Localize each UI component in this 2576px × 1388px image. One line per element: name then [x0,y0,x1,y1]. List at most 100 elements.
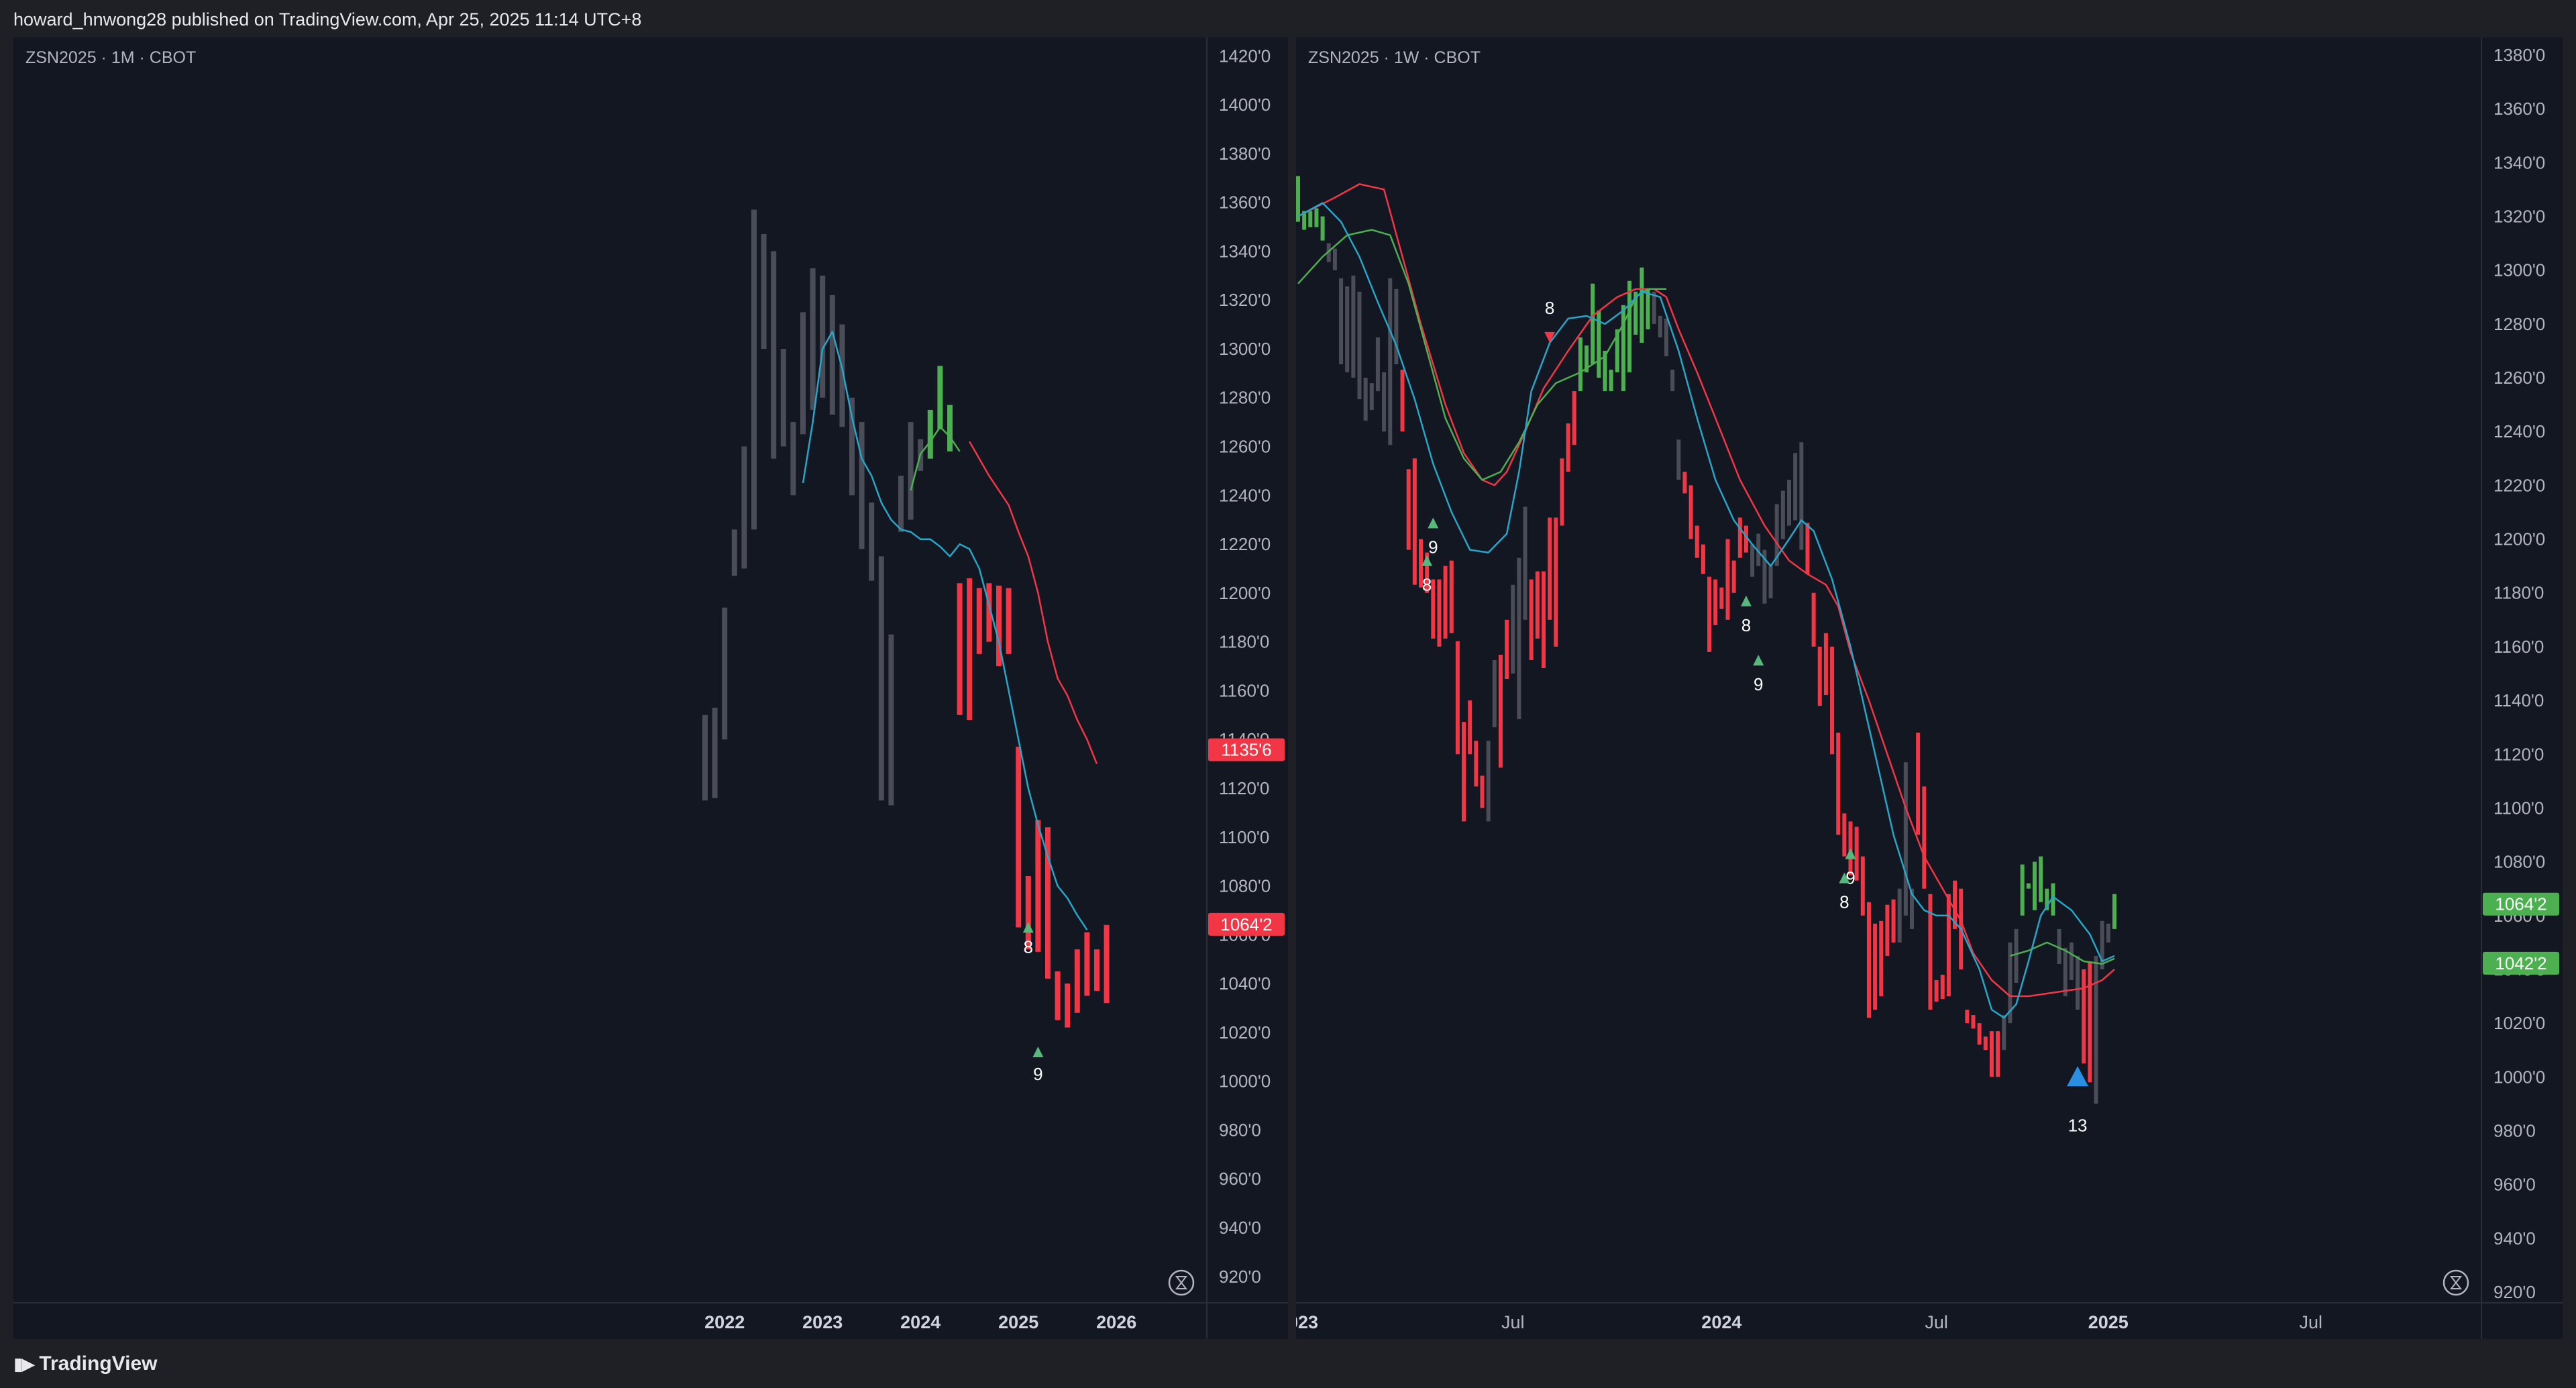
price-tick-label: 920'0 [2493,1282,2536,1302]
ohlc-bar [1725,539,1730,620]
price-tick-label: 1220'0 [1219,534,1271,554]
ohlc-bar [1455,641,1460,755]
ohlc-bar [1910,888,1914,929]
ohlc-bar [1314,208,1319,227]
price-tick-label: 1180'0 [2493,583,2544,603]
chart-svg-weekly[interactable]: ZSN2025 · 1W · CBOT 1380'01360'01340'0132… [1296,38,2563,1339]
ohlc-bar [2051,883,2055,916]
ohlc-bar [1412,458,1417,585]
ohlc-bar [947,405,953,451]
ohlc-bar [1035,820,1041,952]
price-tick-label: 1360'0 [2493,99,2545,119]
price-tick-label: 1320'0 [1219,290,1271,310]
time-tick-label: 2025 [2088,1312,2129,1332]
ohlc-bar [869,502,875,581]
chart-panel-weekly[interactable]: ZSN2025 · 1W · CBOT 1380'0 1360'0 1340'0 132… [1296,38,2563,1339]
price-tick-label: 1200'0 [1219,583,1271,603]
ohlc-bar [1074,949,1080,1013]
ohlc-bar [2082,969,2086,1064]
ohlc-bar [1437,579,1442,647]
tv-logo-icon: ▮▶ [13,1354,35,1374]
ohlc-bar [771,251,777,459]
ohlc-bar [722,607,728,740]
ohlc-bar [2057,928,2061,964]
setup-marker [1421,555,1433,566]
tradingview-logo[interactable]: ▮▶ TradingView [13,1352,157,1375]
ohlc-bar [1094,949,1099,992]
ohlc-bar [2020,864,2025,916]
ohlc-bar [702,714,708,801]
ohlc-bar [1885,904,1890,956]
ohlc-bar [976,588,982,654]
ohlc-bar [1676,439,1681,480]
ohlc-bar [1664,318,1668,356]
ohlc-bar [1848,821,1853,875]
ohlc-bar [1737,517,1742,558]
ma-green-line [2010,941,2115,965]
ohlc-bar [937,366,943,430]
last-price-label: 1135'6 [1221,740,1271,760]
ohlc-bar [888,634,894,806]
ohlc-bar [1351,275,1356,378]
ohlc-bar [2088,961,2092,1083]
ohlc-bar [2002,1015,2006,1051]
price-tick-label: 1240'0 [1219,485,1271,505]
ohlc-bar [1799,442,1804,550]
price-tick-label: 1220'0 [2493,475,2545,495]
ohlc-bar [878,556,884,801]
ohlc-bar [1548,517,1552,620]
price-tick-label: 1400'0 [1219,95,1271,115]
ohlc-bar [1965,1010,1970,1024]
ohlc-bar [1940,974,1945,1000]
price-tick-label: 1420'0 [1219,46,1271,66]
ohlc-bar [829,295,835,415]
ohlc-bar [1922,786,1927,889]
ohlc-bar [1682,472,1687,494]
setup-marker [1022,922,1034,933]
ohlc-bar [1946,894,1951,997]
ohlc-bar [1065,983,1071,1028]
symbol-label: ZSN2025 · 1W · CBOT [1308,48,1481,67]
price-tick-label: 1340'0 [1219,241,1271,261]
time-tick-label: 2025 [998,1312,1038,1332]
ohlc-bar [731,529,737,576]
ohlc-bar [1302,211,1307,230]
price-tick-label: 1380'0 [1219,144,1271,164]
footer-bar: ▮▶ TradingView [0,1340,2576,1388]
time-tick-label: 2026 [1096,1312,1136,1332]
price-tick-label: 1120'0 [1219,778,1269,798]
chart-panel-monthly[interactable]: ZSN2025 · 1M · CBOT 1420'0 1400'0 1380'0 136… [13,38,1288,1339]
ohlc-bar [1934,979,1939,1002]
ohlc-bar [927,409,933,459]
ohlc-bar [1308,211,1313,227]
setup-marker [1032,1047,1044,1058]
chart-svg-monthly[interactable]: ZSN2025 · 1M · CBOT 1420'0 1400'0 1380'0 136… [13,38,1288,1339]
price-tick-label: 1100'0 [1219,827,1269,847]
ohlc-bar [1983,1036,1988,1051]
ohlc-bar [1615,329,1619,373]
ohlc-bar [810,268,816,410]
ohlc-bar [1652,291,1656,324]
ohlc-bar [2106,923,2110,943]
ohlc-bar [1045,827,1051,979]
ohlc-bar [1025,876,1031,950]
ohlc-bar [1811,592,1816,647]
setup-marker [1753,654,1764,665]
ohlc-bar [1388,278,1393,445]
ohlc-bar [1670,370,1675,392]
ohlc-bar [1535,571,1540,639]
price-tick-label: 980'0 [1219,1120,1261,1140]
setup-count-label: 8 [1024,937,1033,957]
ohlc-bar [908,422,914,520]
ohlc-bar [1332,248,1337,270]
price-tick-label: 1320'0 [2493,207,2545,227]
price-tick-label: 1080'0 [2493,852,2545,872]
ohlc-bar [1916,733,1921,835]
setup-count-label: 8 [1422,575,1432,595]
ohlc-bar [1743,525,1748,553]
price-tick-label: 1000'0 [1219,1071,1271,1091]
ohlc-bar [1996,1031,2000,1077]
ohlc-bar [1443,566,1448,639]
ohlc-bar [1879,920,1884,997]
time-tick-label: 2024 [900,1312,941,1332]
